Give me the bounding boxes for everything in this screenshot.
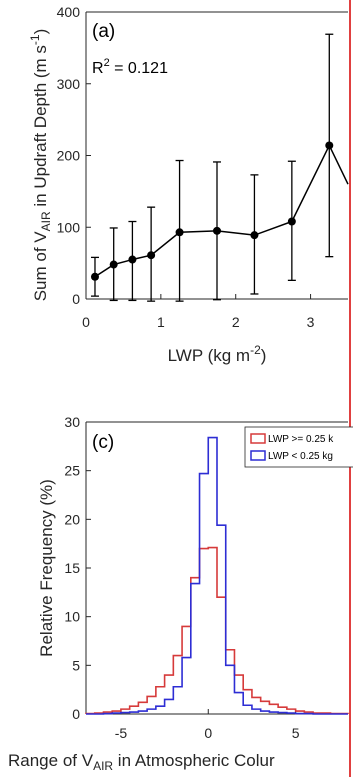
panel-label-a: (a) bbox=[92, 21, 115, 42]
data-point bbox=[147, 251, 156, 260]
legend-c: LWP >= 0.25 k LWP < 0.25 kg bbox=[244, 426, 353, 468]
data-point bbox=[128, 255, 137, 264]
series-line-a bbox=[94, 143, 349, 278]
y-tick-label-c: 10 bbox=[64, 609, 80, 625]
r-squared-annotation: R2 = 0.121 bbox=[92, 57, 168, 77]
y-tick-label-c: 5 bbox=[72, 657, 80, 673]
y-tick-label-c: 20 bbox=[64, 511, 80, 527]
legend-swatch-lwp-low bbox=[250, 450, 266, 461]
y-tick-label-c: 25 bbox=[64, 463, 80, 479]
y-tick-label-a: 200 bbox=[57, 148, 81, 164]
data-point bbox=[213, 226, 221, 235]
data-point bbox=[250, 231, 259, 240]
x-tick-label-a: 2 bbox=[232, 314, 240, 330]
y-tick-label-a: 300 bbox=[57, 76, 81, 92]
y-tick-label-a: 0 bbox=[72, 291, 80, 307]
panel-c: 0 5 10 15 20 25 30 -5 0 5 (c) Relative Frequency… bbox=[8, 414, 353, 773]
y-tick-label-a: 400 bbox=[57, 4, 81, 20]
data-point bbox=[109, 260, 118, 269]
y-tick-label-c: 30 bbox=[64, 414, 80, 430]
data-point bbox=[90, 272, 99, 281]
data-point bbox=[287, 217, 296, 226]
x-tick-label-c: -5 bbox=[115, 725, 128, 741]
legend-swatch-lwp-high bbox=[250, 433, 266, 444]
y-tick-label-a: 100 bbox=[57, 219, 81, 235]
x-tick-label-a: 1 bbox=[157, 314, 165, 330]
data-point bbox=[325, 141, 334, 150]
histogram-lwp-high bbox=[85, 546, 349, 715]
y-tick-label-c: 0 bbox=[72, 706, 80, 722]
x-tick-label-a: 0 bbox=[82, 314, 90, 330]
legend-label-lwp-low: LWP < 0.25 kg bbox=[268, 451, 333, 462]
x-tick-label-c: 0 bbox=[204, 725, 212, 741]
x-axis-label-a: LWP (kg m-2) bbox=[168, 343, 267, 365]
x-axis-label-c: Range of VAIR in Atmospheric Colur bbox=[8, 751, 275, 773]
histogram-lwp-low bbox=[86, 436, 348, 715]
data-point bbox=[175, 228, 184, 237]
panel-label-c: (c) bbox=[92, 432, 114, 453]
x-tick-label-a: 3 bbox=[307, 314, 315, 330]
panel-a: 0 100 200 300 400 0 1 2 3 (a) R2 = 0.121 Sum of… bbox=[28, 4, 349, 365]
y-axis-label-c: Relative Frequency (%) bbox=[37, 479, 56, 657]
y-tick-label-c: 15 bbox=[64, 560, 80, 576]
legend-label-lwp-high: LWP >= 0.25 k bbox=[268, 434, 334, 445]
x-tick-label-c: 5 bbox=[292, 725, 300, 741]
y-axis-label-a: Sum of VAIR in Updraft Depth (m s-1) bbox=[28, 29, 53, 302]
